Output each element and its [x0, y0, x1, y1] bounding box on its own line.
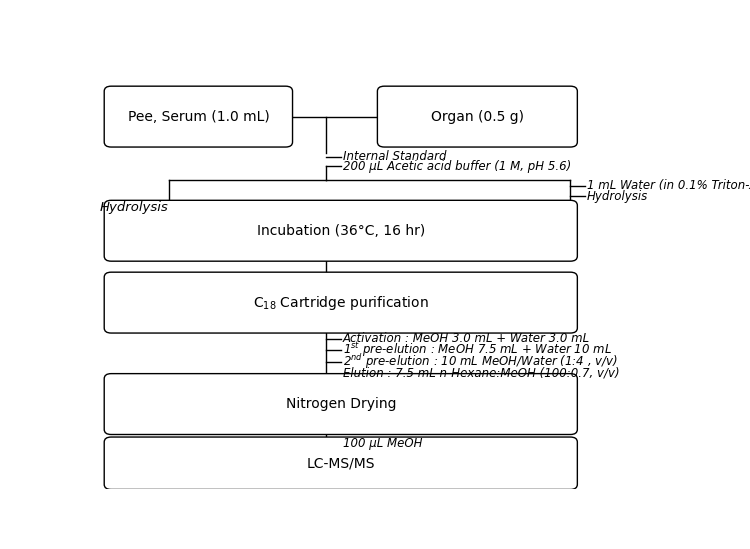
Text: C$_{18}$ Cartridge purification: C$_{18}$ Cartridge purification: [253, 294, 429, 312]
Text: 200 μL Acetic acid buffer (1 M, pH 5.6): 200 μL Acetic acid buffer (1 M, pH 5.6): [343, 160, 571, 173]
Text: Pee, Serum (1.0 mL): Pee, Serum (1.0 mL): [128, 110, 269, 124]
FancyBboxPatch shape: [104, 86, 292, 147]
Text: Internal Standard: Internal Standard: [343, 150, 446, 164]
Text: Incubation (36°C, 16 hr): Incubation (36°C, 16 hr): [256, 224, 425, 238]
Text: Organ (0.5 g): Organ (0.5 g): [430, 110, 524, 124]
Text: LC-MS/MS: LC-MS/MS: [307, 456, 375, 470]
FancyBboxPatch shape: [104, 437, 578, 490]
Text: Elution : 7.5 mL n-Hexane:MeOH (100:0.7, v/v): Elution : 7.5 mL n-Hexane:MeOH (100:0.7,…: [343, 367, 620, 380]
Text: Activation : MeOH 3.0 mL + Water 3.0 mL: Activation : MeOH 3.0 mL + Water 3.0 mL: [343, 332, 590, 345]
Text: 1$^{st}$ pre-elution : MeOH 7.5 mL + Water 10 mL: 1$^{st}$ pre-elution : MeOH 7.5 mL + Wat…: [343, 340, 611, 359]
Text: Hydrolysis: Hydrolysis: [586, 190, 648, 203]
FancyBboxPatch shape: [104, 374, 578, 434]
Text: Hydrolysis: Hydrolysis: [100, 201, 168, 214]
FancyBboxPatch shape: [104, 272, 578, 333]
FancyBboxPatch shape: [377, 86, 578, 147]
FancyBboxPatch shape: [104, 200, 578, 261]
Text: 1 mL Water (in 0.1% Triton-X100): 1 mL Water (in 0.1% Triton-X100): [586, 180, 750, 193]
Text: 100 μL MeOH: 100 μL MeOH: [343, 438, 422, 450]
Text: 2$^{nd}$ pre-elution : 10 mL MeOH/Water (1:4 , v/v): 2$^{nd}$ pre-elution : 10 mL MeOH/Water …: [343, 352, 617, 371]
Text: Nitrogen Drying: Nitrogen Drying: [286, 397, 396, 411]
